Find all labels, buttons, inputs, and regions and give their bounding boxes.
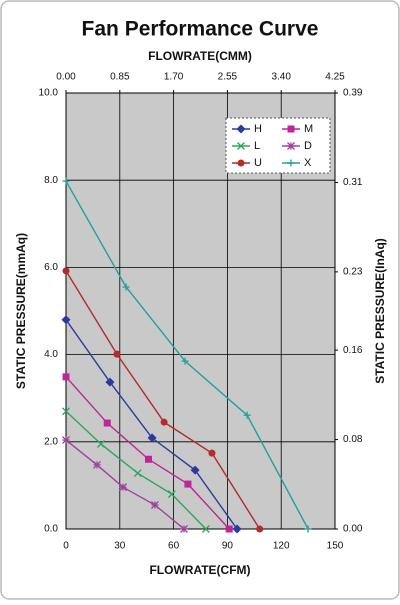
marker <box>93 460 101 469</box>
marker <box>97 440 105 448</box>
marker <box>62 177 70 185</box>
marker <box>236 124 246 134</box>
x2-tick-label: 3.40 <box>271 72 291 83</box>
marker-shape <box>61 315 71 325</box>
x-tick-label: 60 <box>168 541 180 552</box>
x2-tick-label: 4.25 <box>325 72 345 83</box>
marker <box>144 455 152 463</box>
y-tick-label: 4.0 <box>44 349 58 360</box>
chart-title: Fan Performance Curve <box>82 18 319 41</box>
y-axis-label: STATIC PRESSURE(mmAq) <box>14 233 28 389</box>
marker <box>243 411 251 419</box>
legend-label: U <box>254 157 262 169</box>
marker <box>103 419 111 427</box>
x2-tick-label: 0.00 <box>56 72 76 83</box>
x-tick-label: 0 <box>63 541 69 552</box>
y2-tick-label: 0.23 <box>343 267 363 278</box>
plot-border <box>65 92 336 530</box>
marker <box>287 142 295 150</box>
marker <box>190 465 200 475</box>
marker-shape <box>105 377 115 387</box>
x-axis-label: FLOWRATE(CFM) <box>149 563 250 577</box>
marker-shape <box>97 440 105 448</box>
marker-shape <box>287 125 295 133</box>
marker <box>180 525 188 533</box>
marker <box>133 469 142 478</box>
marker-shape <box>184 480 192 488</box>
x2-axis-label: FLOWRATE(CMM) <box>148 49 252 63</box>
marker <box>287 125 295 133</box>
y2-tick-label: 0.39 <box>343 88 363 99</box>
marker <box>113 350 121 358</box>
marker <box>181 357 189 365</box>
y-tick-label: 0.0 <box>44 524 58 535</box>
marker-shape <box>190 465 200 475</box>
marker <box>122 283 130 291</box>
marker-shape <box>232 524 242 534</box>
marker <box>147 433 157 443</box>
y2-tick-label: 0.08 <box>343 434 363 445</box>
marker-shape <box>167 490 176 499</box>
marker <box>232 524 242 534</box>
marker <box>225 525 233 533</box>
x-tick-label: 150 <box>327 541 344 552</box>
marker-shape <box>62 407 70 416</box>
marker <box>304 525 312 533</box>
y-tick-label: 6.0 <box>44 262 58 273</box>
legend-label: H <box>254 123 262 135</box>
y2-tick-label: 0.16 <box>343 345 363 356</box>
marker-shape <box>144 455 152 463</box>
x2-tick-label: 0.85 <box>110 72 130 83</box>
y2-axis-label: STATIC PRESSURE(InAq) <box>373 238 387 384</box>
x-tick-label: 30 <box>114 541 126 552</box>
marker-shape <box>201 525 210 533</box>
marker-shape <box>208 449 216 457</box>
marker <box>208 449 216 457</box>
marker <box>167 490 176 499</box>
marker-shape <box>256 525 264 533</box>
marker-shape <box>160 418 168 426</box>
y-tick-label: 2.0 <box>44 436 58 447</box>
marker <box>237 142 245 150</box>
marker <box>237 159 245 167</box>
marker-shape <box>113 350 121 358</box>
marker-shape <box>237 159 245 167</box>
marker-shape <box>237 142 245 150</box>
legend-label: M <box>304 123 313 135</box>
x-tick-label: 120 <box>273 541 290 552</box>
marker <box>287 159 295 167</box>
marker-shape <box>236 124 246 134</box>
marker-shape <box>147 433 157 443</box>
y-tick-label: 10.0 <box>39 88 59 99</box>
marker-shape <box>225 525 233 533</box>
marker <box>184 480 192 488</box>
marker-shape <box>62 373 70 381</box>
marker-shape <box>103 419 111 427</box>
marker <box>119 483 127 492</box>
marker <box>62 407 70 416</box>
marker <box>105 377 115 387</box>
marker <box>256 525 264 533</box>
marker <box>62 373 70 381</box>
legend-label: L <box>254 140 260 152</box>
x2-tick-label: 2.55 <box>218 72 238 83</box>
y2-tick-label: 0.00 <box>343 524 363 535</box>
legend-label: X <box>304 157 312 169</box>
marker <box>62 267 70 275</box>
marker <box>160 418 168 426</box>
marker <box>61 315 71 325</box>
y2-tick-label: 0.31 <box>343 177 363 188</box>
x-tick-label: 90 <box>222 541 234 552</box>
marker <box>201 525 210 533</box>
marker-shape <box>133 469 142 478</box>
marker-shape <box>62 267 70 275</box>
legend-label: D <box>304 140 312 152</box>
x2-tick-label: 1.70 <box>164 72 184 83</box>
marker <box>62 436 70 445</box>
marker <box>150 501 159 509</box>
y-tick-label: 8.0 <box>44 175 58 186</box>
